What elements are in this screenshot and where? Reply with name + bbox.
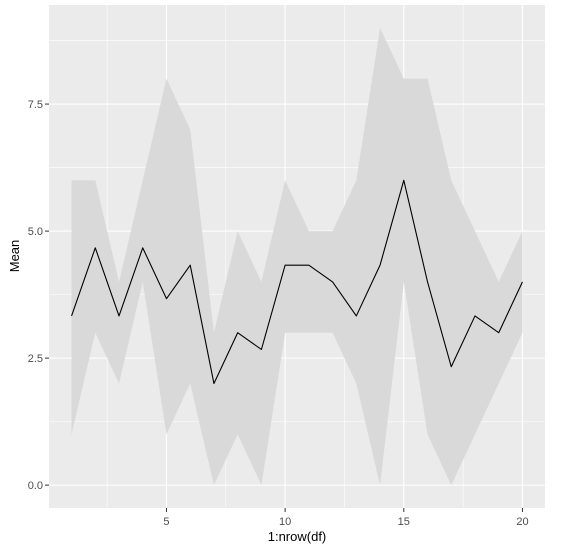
- y-axis-ticks: 0.0 2.5 5.0 7.5: [28, 99, 49, 492]
- x-tick-label: 20: [516, 516, 528, 528]
- x-tick-label: 10: [279, 516, 291, 528]
- mean-line: [71, 179, 523, 385]
- x-tick-label: 15: [398, 516, 410, 528]
- confidence-ribbon: [71, 27, 523, 486]
- y-axis-title: Mean: [7, 240, 22, 273]
- x-axis-ticks: 5 10 15 20: [163, 508, 529, 528]
- y-tick-label: 0.0: [28, 480, 43, 492]
- x-tick-label: 5: [163, 516, 169, 528]
- y-tick-label: 5.0: [28, 226, 43, 238]
- x-axis-title: 1:nrow(df): [268, 529, 327, 544]
- y-tick-label: 2.5: [28, 353, 43, 365]
- y-tick-label: 7.5: [28, 99, 43, 111]
